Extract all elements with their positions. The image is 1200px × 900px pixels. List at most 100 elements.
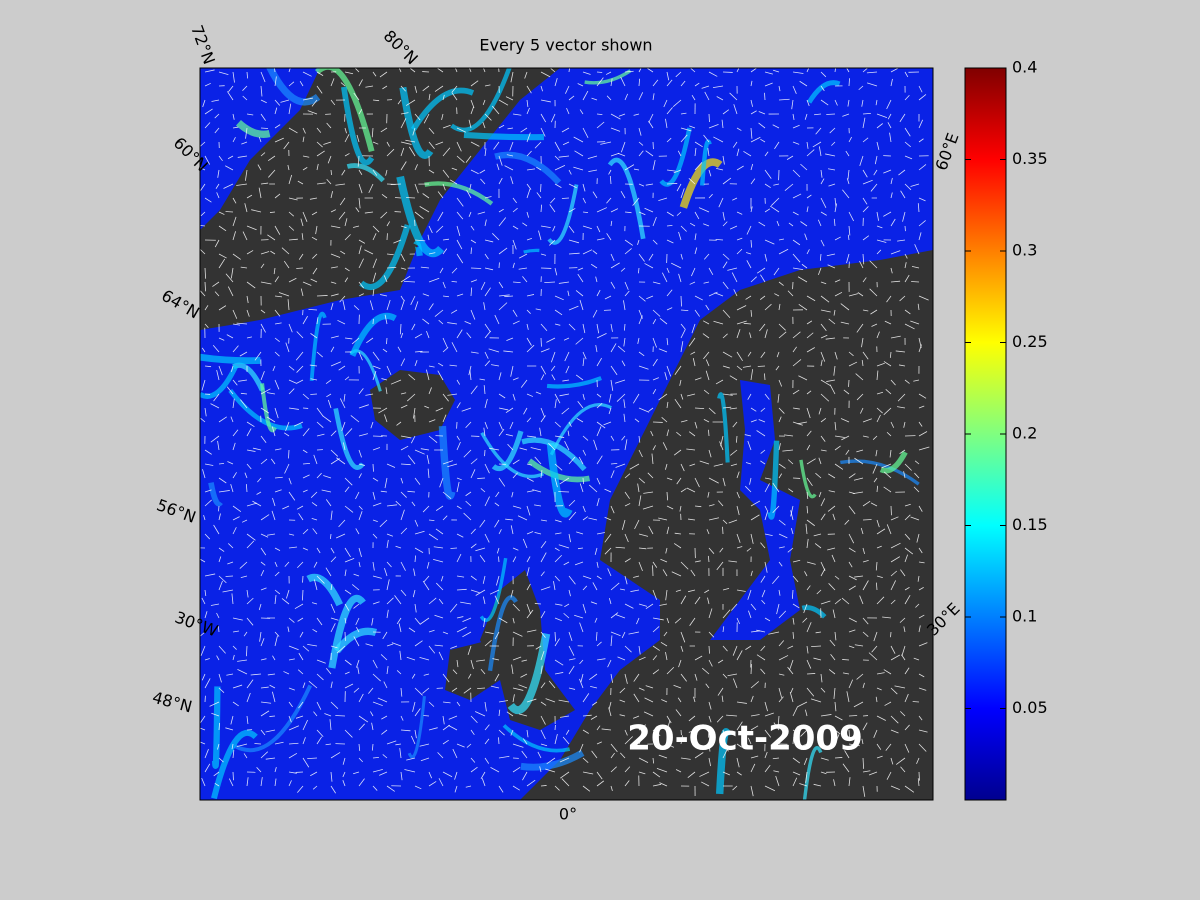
vector xyxy=(426,561,430,569)
vector xyxy=(750,725,759,731)
vector xyxy=(689,617,696,627)
vector xyxy=(694,673,698,681)
vector xyxy=(526,99,529,107)
vector xyxy=(872,435,878,440)
vector xyxy=(526,132,531,143)
vector xyxy=(834,99,838,106)
vector xyxy=(470,225,475,231)
vector xyxy=(336,533,346,539)
vector xyxy=(246,281,256,289)
vector xyxy=(456,141,462,152)
vector xyxy=(325,379,332,385)
vector xyxy=(789,691,794,703)
vector xyxy=(644,207,654,213)
vector xyxy=(848,729,851,741)
vector xyxy=(604,488,612,493)
vector xyxy=(834,291,843,297)
vector xyxy=(517,515,528,521)
vector xyxy=(677,697,682,703)
vector xyxy=(652,757,655,764)
vector xyxy=(366,337,374,344)
current-streak xyxy=(438,425,456,500)
vector xyxy=(579,483,584,493)
vector xyxy=(903,626,906,633)
vector xyxy=(806,561,816,565)
vector xyxy=(674,617,682,624)
vector xyxy=(274,635,278,647)
vector xyxy=(413,568,416,577)
vector xyxy=(806,477,813,487)
vector xyxy=(400,85,406,92)
vector xyxy=(512,377,519,381)
vector xyxy=(244,472,248,479)
vector xyxy=(806,99,810,107)
vector xyxy=(330,335,339,339)
vector xyxy=(283,260,290,269)
vector xyxy=(258,137,262,143)
vector xyxy=(370,711,374,717)
vector xyxy=(302,71,312,77)
vector xyxy=(424,405,430,409)
vector xyxy=(894,685,906,689)
vector xyxy=(889,132,892,143)
vector xyxy=(260,751,269,759)
vector xyxy=(875,561,878,571)
vector xyxy=(463,512,472,521)
current-streak xyxy=(341,86,375,166)
vector xyxy=(200,224,206,227)
vector xyxy=(257,477,262,483)
vector xyxy=(708,291,718,297)
vector xyxy=(200,141,206,148)
vector xyxy=(468,119,472,129)
vector xyxy=(434,644,444,647)
vector xyxy=(736,148,740,157)
vector xyxy=(875,449,878,457)
vector xyxy=(358,79,363,87)
current-streak xyxy=(802,746,823,800)
vector xyxy=(596,207,608,213)
vector xyxy=(873,631,878,642)
vector xyxy=(596,725,601,731)
vector xyxy=(246,679,254,689)
vector xyxy=(760,351,766,359)
vector xyxy=(310,333,318,339)
vector xyxy=(624,70,634,73)
vector xyxy=(800,729,808,737)
vector xyxy=(904,595,911,605)
vector xyxy=(526,698,537,703)
current-streak xyxy=(424,181,494,206)
vector xyxy=(344,218,348,227)
current-streak xyxy=(523,248,540,254)
vector xyxy=(848,473,856,479)
vector xyxy=(827,505,836,512)
vector xyxy=(886,99,892,110)
vector xyxy=(498,785,504,793)
vector xyxy=(736,721,743,731)
vector xyxy=(422,193,430,199)
vector xyxy=(400,771,403,781)
vector xyxy=(288,687,295,691)
vector xyxy=(680,328,686,339)
vector xyxy=(230,715,234,725)
vector xyxy=(240,575,248,579)
vector xyxy=(575,337,584,345)
vector xyxy=(512,197,517,204)
vector xyxy=(862,206,869,213)
vector xyxy=(204,463,214,466)
vector xyxy=(204,749,209,759)
vector xyxy=(545,698,556,703)
vector xyxy=(506,711,514,717)
vector xyxy=(350,415,360,423)
vector xyxy=(554,309,563,316)
vector xyxy=(574,561,584,566)
vector xyxy=(806,347,815,353)
vector xyxy=(246,71,249,79)
vector xyxy=(750,80,753,87)
current-streak xyxy=(521,437,587,472)
vector xyxy=(904,262,907,269)
vector xyxy=(610,343,617,353)
vector xyxy=(312,785,318,790)
vector xyxy=(792,617,795,625)
vector xyxy=(406,656,416,661)
vector xyxy=(764,764,771,773)
